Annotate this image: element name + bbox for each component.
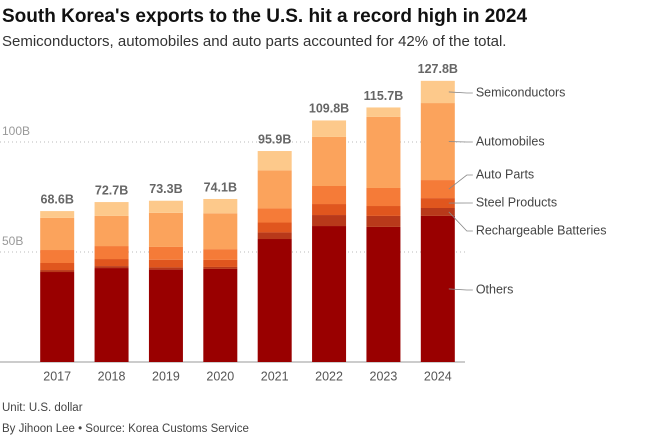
legend-label: Others <box>476 282 514 296</box>
leader-line <box>448 91 473 94</box>
bar-segment <box>40 270 75 273</box>
leader-line <box>448 211 473 232</box>
bar-segment <box>148 212 183 247</box>
total-label: 74.1B <box>204 180 237 194</box>
bar-segment <box>203 213 238 250</box>
bar-segment <box>203 198 238 214</box>
y-tick-label: 100B <box>2 124 30 138</box>
bar-segment <box>148 200 183 213</box>
bar-segment <box>94 215 129 247</box>
bar-segment <box>257 222 292 233</box>
bar-segment <box>420 80 455 104</box>
bar-segment <box>257 239 292 362</box>
bar-segment <box>94 202 129 216</box>
bar-segment <box>366 116 401 188</box>
x-tick-label: 2018 <box>98 369 126 383</box>
total-label: 73.3B <box>149 182 182 196</box>
bar-segment <box>94 259 129 267</box>
bar-segment <box>312 186 347 205</box>
legend-label: Automobiles <box>476 134 545 148</box>
total-label: 72.7B <box>95 183 128 197</box>
bar-segment <box>312 226 347 362</box>
total-label: 127.8B <box>418 62 458 76</box>
bar-segment <box>203 249 238 260</box>
legend-label: Auto Parts <box>476 167 534 181</box>
bar-segment <box>366 215 401 227</box>
total-label: 95.9B <box>258 132 291 146</box>
bar-segment <box>312 215 347 227</box>
chart-title: South Korea's exports to the U.S. hit a … <box>2 6 527 27</box>
bar-segment <box>257 170 292 209</box>
bar-segment <box>366 206 401 216</box>
x-tick-label: 2021 <box>261 369 289 383</box>
bar-segment <box>203 266 238 269</box>
bar-segment <box>94 268 129 362</box>
x-tick-label: 2020 <box>206 369 234 383</box>
bar-segment <box>94 266 129 269</box>
bar-segment <box>366 187 401 207</box>
bar-segment <box>257 232 292 240</box>
bar-segment <box>148 246 183 260</box>
bar-segment <box>40 211 75 218</box>
bar-segment <box>312 136 347 186</box>
bar-segment <box>420 180 455 199</box>
y-tick-label: 50B <box>2 234 23 248</box>
chart-subtitle: Semiconductors, automobiles and auto par… <box>2 33 506 50</box>
bar-segment <box>40 272 75 362</box>
total-label: 68.6B <box>41 192 74 206</box>
leader-line <box>448 174 473 190</box>
bar-segment <box>366 226 401 362</box>
legend-label: Semiconductors <box>476 85 566 99</box>
unit-note: Unit: U.S. dollar <box>2 402 83 414</box>
x-tick-label: 2022 <box>315 369 343 383</box>
bar-segment <box>312 204 347 216</box>
bar-segment <box>203 268 238 362</box>
legend-label: Steel Products <box>476 195 557 209</box>
bar-segment <box>420 198 455 208</box>
bar-segment <box>40 217 75 251</box>
x-tick-label: 2017 <box>43 369 71 383</box>
bar-segment <box>257 208 292 223</box>
bar-segment <box>40 250 75 263</box>
bar-segment <box>148 269 183 362</box>
bar-segment <box>257 151 292 171</box>
bar-segment <box>40 263 75 271</box>
total-label: 115.7B <box>364 89 404 103</box>
x-tick-label: 2019 <box>152 369 180 383</box>
leader-line <box>448 288 473 291</box>
bar-segment <box>366 107 401 117</box>
total-label: 109.8B <box>309 102 349 116</box>
bar-segment <box>148 259 183 268</box>
x-tick-label: 2024 <box>424 369 452 383</box>
source-note: By Jihoon Lee • Source: Korea Customs Se… <box>2 423 249 435</box>
legend-label: Rechargeable Batteries <box>476 223 607 237</box>
bar-segment <box>203 259 238 267</box>
bar-segment <box>94 246 129 260</box>
bar-segment <box>312 120 347 137</box>
bar-segment <box>420 208 455 216</box>
x-tick-label: 2023 <box>370 369 398 383</box>
bar-segment <box>148 267 183 270</box>
